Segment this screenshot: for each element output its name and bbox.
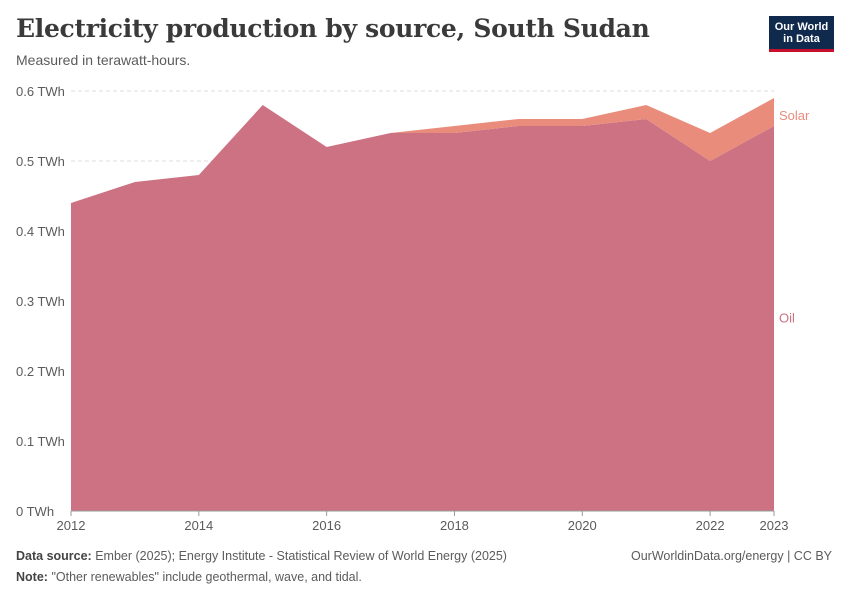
owid-link[interactable]: OurWorldinData.org/energy | CC BY xyxy=(630,549,832,563)
y-tick-label: 0.2 TWh xyxy=(16,364,65,379)
x-tick-label: 2014 xyxy=(184,518,213,533)
x-tick-label: 2012 xyxy=(57,518,86,533)
y-tick-label: 0.4 TWh xyxy=(16,224,65,239)
x-tick-label: 2023 xyxy=(760,518,789,533)
logo-line-2: in Data xyxy=(783,33,820,45)
data-source: Data source: Ember (2025); Energy Instit… xyxy=(16,549,507,563)
note-label: Note: xyxy=(16,570,48,584)
area-oil xyxy=(71,105,774,511)
data-source-label: Data source: xyxy=(16,549,92,563)
y-tick-label: 0.6 TWh xyxy=(16,84,65,99)
x-axis-ticks: 2012 2014 2016 2018 2020 2022 2023 xyxy=(57,510,789,533)
y-tick-label: 0.3 TWh xyxy=(16,294,65,309)
chart-subtitle: Measured in terawatt-hours. xyxy=(16,52,191,68)
chart-note: Note: "Other renewables" include geother… xyxy=(16,570,362,584)
series-label-solar: Solar xyxy=(779,108,810,123)
owid-logo[interactable]: Our World in Data xyxy=(769,16,834,52)
y-tick-label: 0.1 TWh xyxy=(16,434,65,449)
x-tick-label: 2020 xyxy=(568,518,597,533)
chart-areas xyxy=(71,98,774,511)
series-label-oil: Oil xyxy=(779,311,795,326)
chart-title: Electricity production by source, South … xyxy=(16,14,650,43)
y-tick-label: 0 TWh xyxy=(16,504,54,519)
x-tick-label: 2018 xyxy=(440,518,469,533)
y-tick-label: 0.5 TWh xyxy=(16,154,65,169)
note-text: "Other renewables" include geothermal, w… xyxy=(51,570,362,584)
data-source-text: Ember (2025); Energy Institute - Statist… xyxy=(95,549,507,563)
x-tick-label: 2016 xyxy=(312,518,341,533)
x-tick-label: 2022 xyxy=(696,518,725,533)
y-axis-ticks: 0 TWh 0.1 TWh 0.2 TWh 0.3 TWh 0.4 TWh 0.5 TWh… xyxy=(16,84,65,519)
series-labels: Oil Solar xyxy=(779,108,810,326)
logo-line-1: Our World xyxy=(774,21,829,33)
